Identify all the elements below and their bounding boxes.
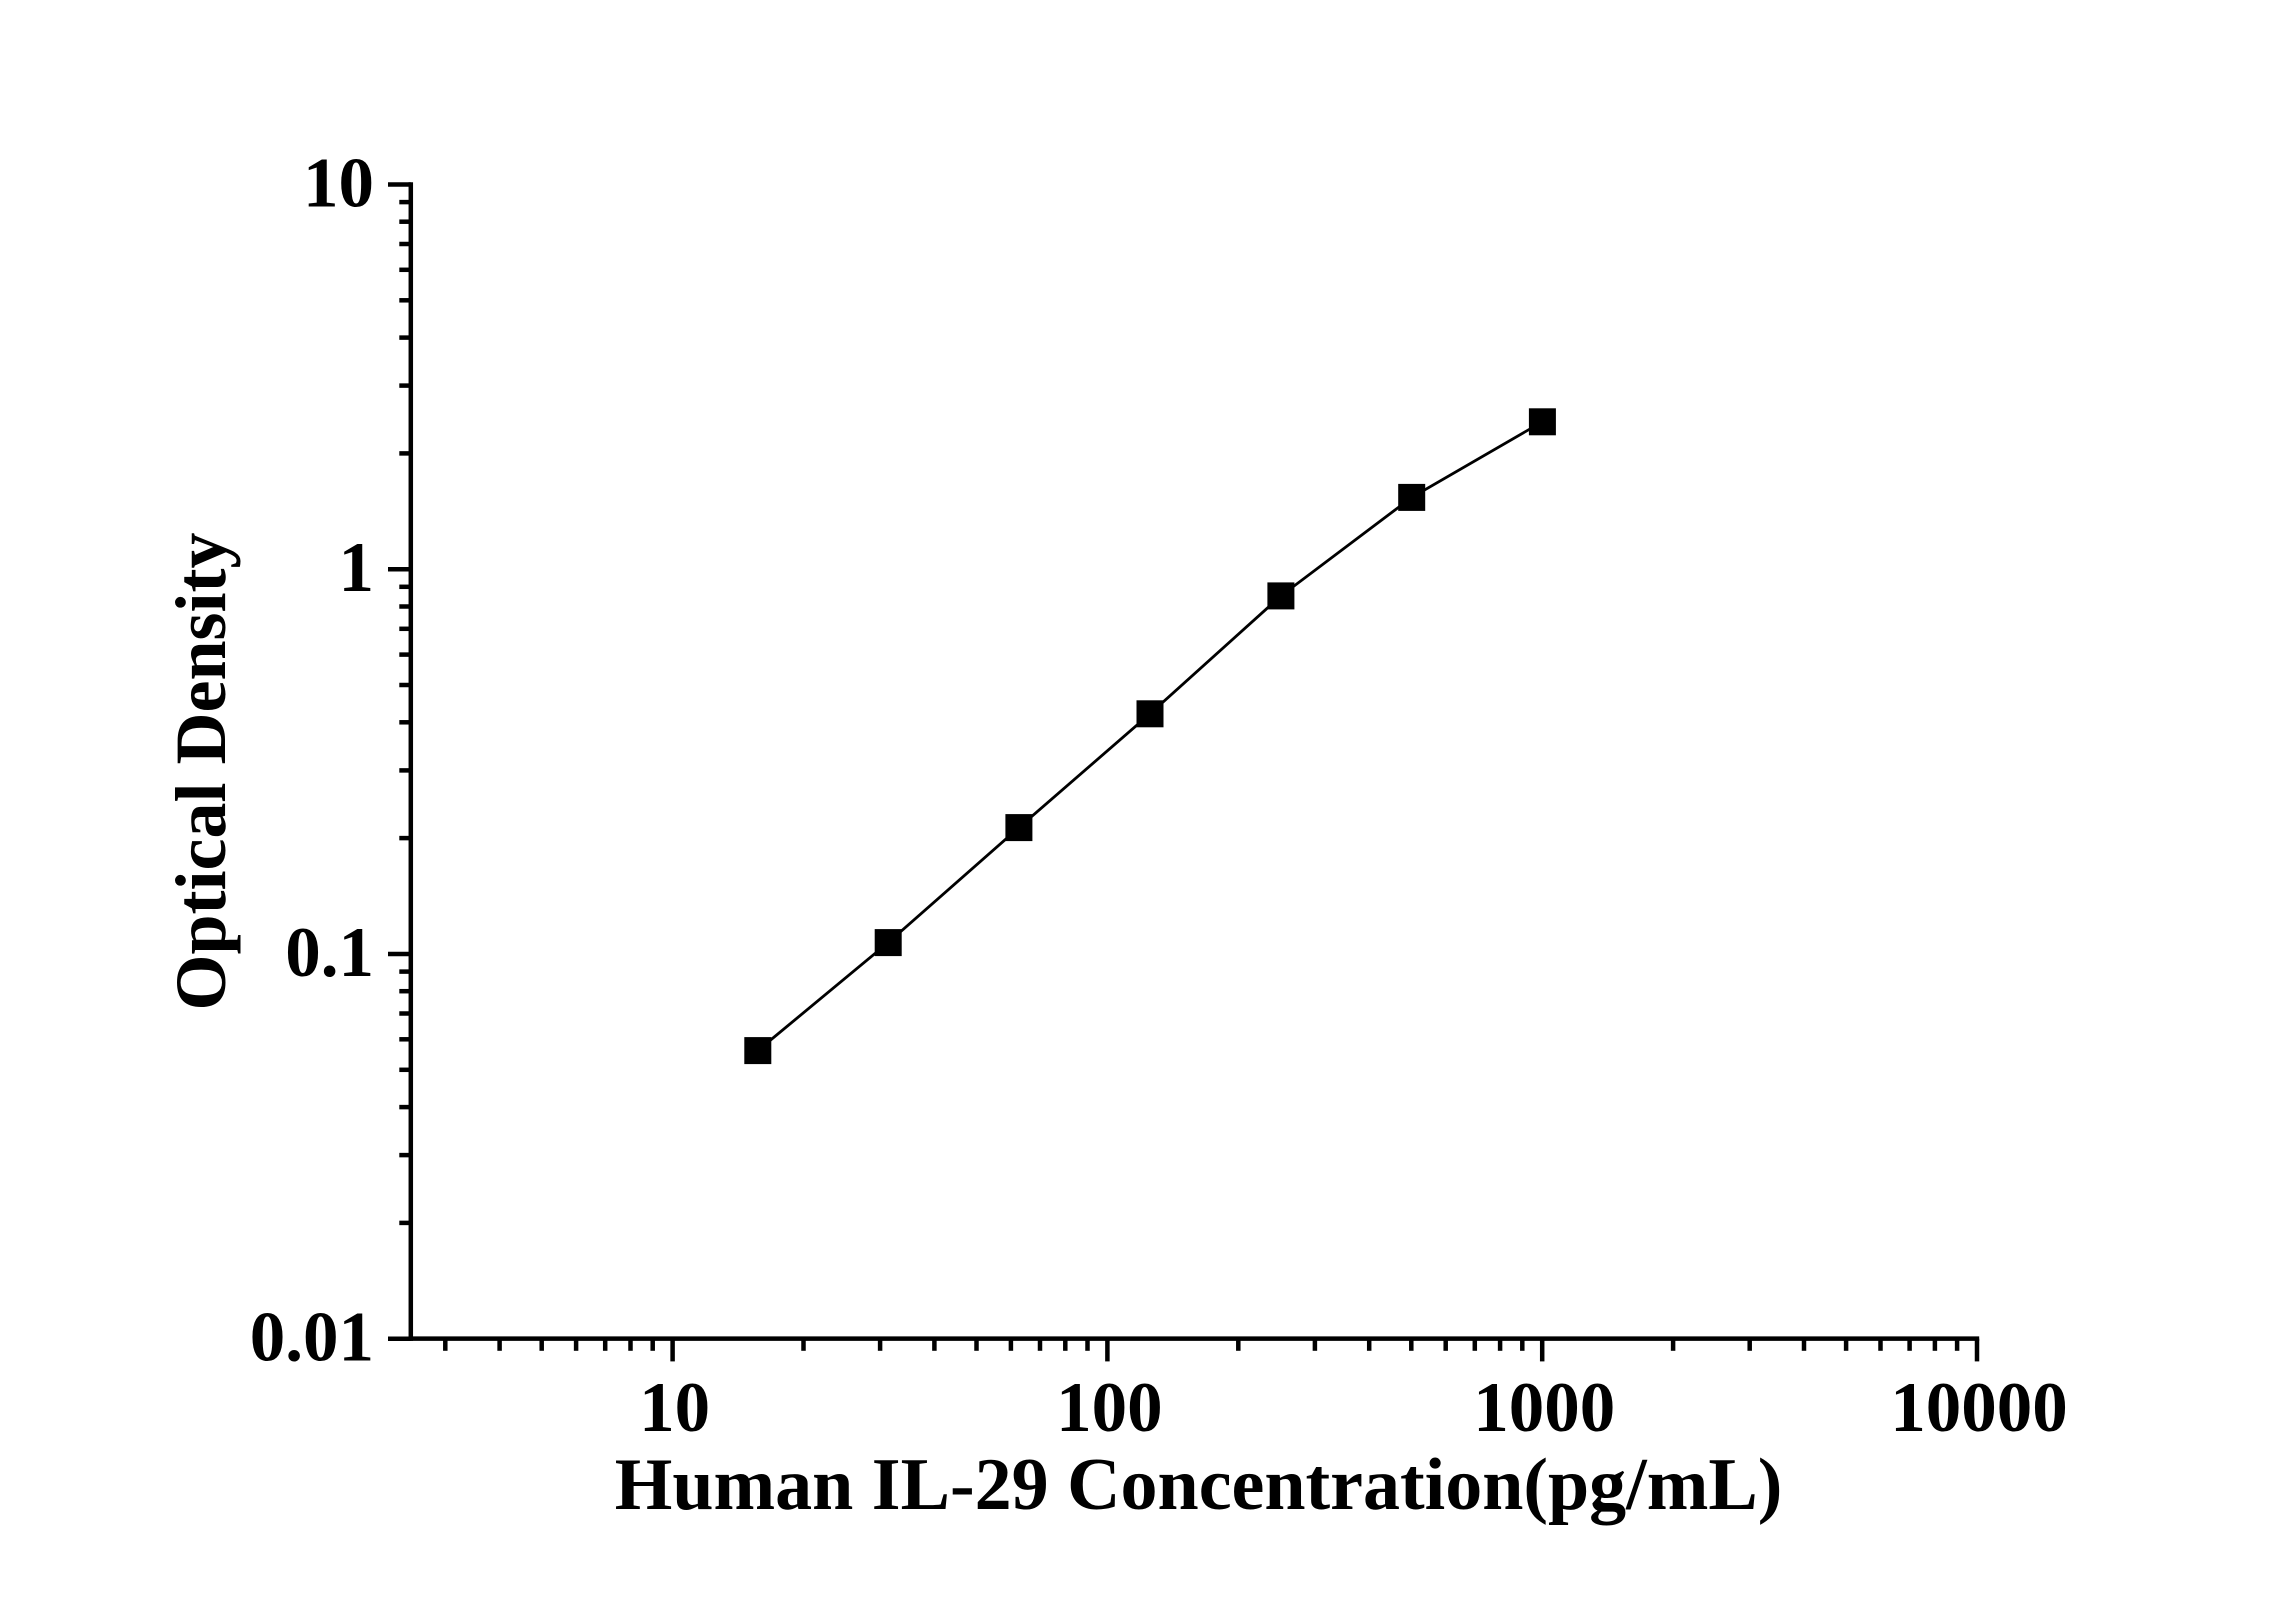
svg-text:Optical Density: Optical Density [161, 533, 241, 1011]
svg-text:100: 100 [1056, 1369, 1163, 1447]
svg-text:1000: 1000 [1473, 1369, 1615, 1447]
svg-text:0.01: 0.01 [250, 1299, 374, 1377]
svg-text:Human IL-29 Concentration(pg/m: Human IL-29 Concentration(pg/mL) [615, 1444, 1783, 1526]
svg-text:10000: 10000 [1890, 1369, 2068, 1447]
svg-text:10: 10 [639, 1369, 710, 1447]
svg-text:10: 10 [303, 145, 374, 223]
svg-text:0.1: 0.1 [285, 914, 374, 992]
svg-text:1: 1 [339, 529, 375, 607]
